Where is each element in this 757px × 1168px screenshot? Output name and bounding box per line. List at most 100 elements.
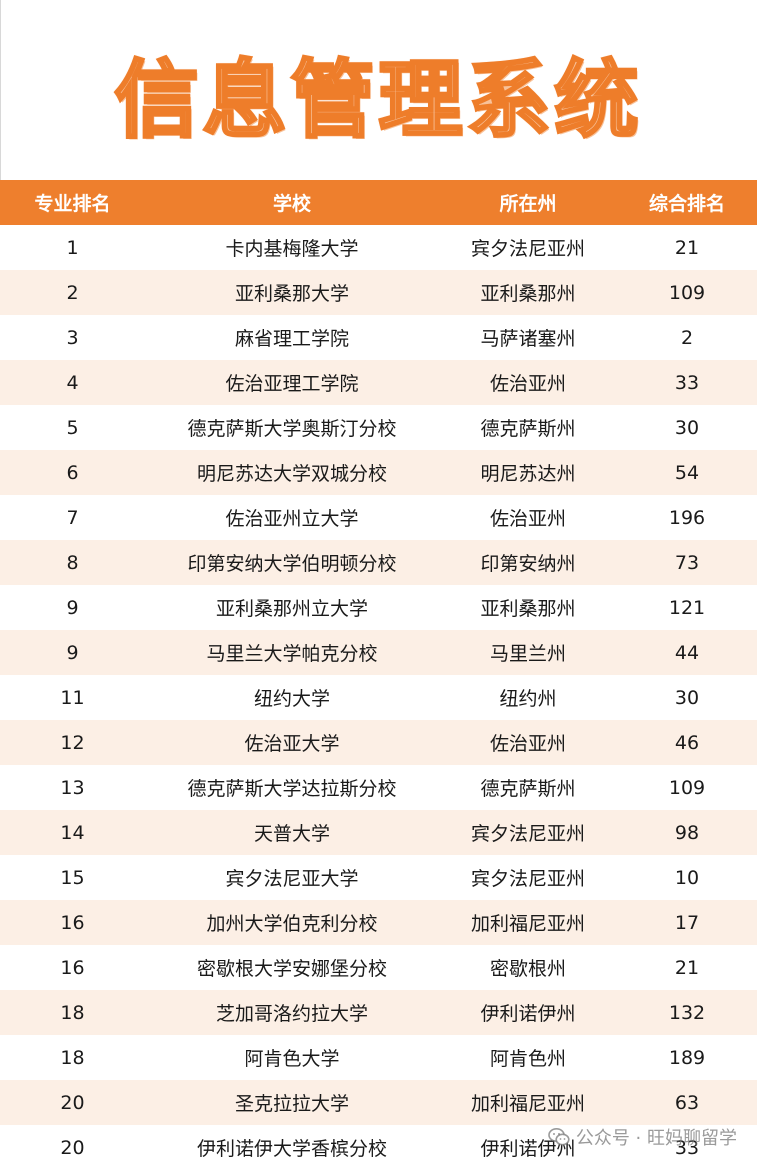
cell-major-rank: 11 <box>60 686 85 709</box>
table-header: 专业排名 学校 所在州 综合排名 <box>0 180 757 225</box>
page-title: 信息管理系统 <box>113 27 642 154</box>
cell-state: 佐治亚州 <box>489 733 566 755</box>
cell-overall-rank: 132 <box>668 1001 706 1024</box>
left-border-line <box>0 0 1 180</box>
cell-major-rank: 20 <box>60 1091 85 1114</box>
cell-overall-rank: 17 <box>674 911 700 934</box>
header-major-rank: 专业排名 <box>34 193 111 215</box>
cell-state: 亚利桑那州 <box>480 283 576 305</box>
cell-state: 密歇根州 <box>489 958 566 980</box>
cell-school: 德克萨斯大学达拉斯分校 <box>187 778 397 800</box>
cell-school: 明尼苏达大学双城分校 <box>196 463 387 485</box>
cell-school: 伊利诺伊大学香槟分校 <box>196 1138 387 1160</box>
cell-overall-rank: 10 <box>674 866 700 889</box>
table-row: 8 印第安纳大学伯明顿分校 印第安纳州 73 <box>0 540 757 585</box>
cell-state: 阿肯色州 <box>489 1048 566 1070</box>
table-row: 20 伊利诺伊大学香槟分校 伊利诺伊州 33 <box>0 1125 757 1168</box>
cell-major-rank: 9 <box>66 641 79 664</box>
cell-school: 佐治亚理工学院 <box>225 373 359 395</box>
cell-school: 德克萨斯大学奥斯汀分校 <box>187 418 397 440</box>
table-row: 20 圣克拉拉大学 加利福尼亚州 63 <box>0 1080 757 1125</box>
table-row: 18 阿肯色大学 阿肯色州 189 <box>0 1035 757 1080</box>
cell-major-rank: 18 <box>60 1001 85 1024</box>
cell-school: 天普大学 <box>253 823 330 845</box>
cell-state: 加利福尼亚州 <box>470 913 585 935</box>
cell-school: 密歇根大学安娜堡分校 <box>196 958 387 980</box>
cell-state: 宾夕法尼亚州 <box>470 868 585 890</box>
cell-state: 马萨诸塞州 <box>480 328 576 350</box>
cell-overall-rank: 30 <box>674 686 700 709</box>
cell-overall-rank: 54 <box>674 461 700 484</box>
header-overall-rank: 综合排名 <box>648 193 725 215</box>
cell-school: 印第安纳大学伯明顿分校 <box>187 553 397 575</box>
cell-state: 伊利诺伊州 <box>480 1138 576 1160</box>
cell-major-rank: 5 <box>66 416 79 439</box>
table-row: 3 麻省理工学院 马萨诸塞州 2 <box>0 315 757 360</box>
cell-state: 德克萨斯州 <box>480 778 576 800</box>
cell-overall-rank: 46 <box>674 731 700 754</box>
table-row: 15 宾夕法尼亚大学 宾夕法尼亚州 10 <box>0 855 757 900</box>
cell-state: 佐治亚州 <box>489 508 566 530</box>
table-row: 18 芝加哥洛约拉大学 伊利诺伊州 132 <box>0 990 757 1035</box>
cell-major-rank: 13 <box>60 776 85 799</box>
cell-major-rank: 7 <box>66 506 79 529</box>
cell-major-rank: 1 <box>66 236 79 259</box>
cell-overall-rank: 196 <box>668 506 706 529</box>
cell-school: 阿肯色大学 <box>244 1048 340 1070</box>
cell-state: 德克萨斯州 <box>480 418 576 440</box>
cell-overall-rank: 63 <box>674 1091 700 1114</box>
table-row: 13 德克萨斯大学达拉斯分校 德克萨斯州 109 <box>0 765 757 810</box>
cell-school: 芝加哥洛约拉大学 <box>215 1003 368 1025</box>
cell-major-rank: 9 <box>66 596 79 619</box>
cell-major-rank: 16 <box>60 911 85 934</box>
table-row: 12 佐治亚大学 佐治亚州 46 <box>0 720 757 765</box>
cell-major-rank: 18 <box>60 1046 85 1069</box>
cell-school: 加州大学伯克利分校 <box>206 913 378 935</box>
cell-state: 伊利诺伊州 <box>480 1003 576 1025</box>
cell-overall-rank: 98 <box>674 821 700 844</box>
cell-school: 马里兰大学帕克分校 <box>206 643 378 665</box>
cell-school: 纽约大学 <box>253 688 330 710</box>
cell-major-rank: 8 <box>66 551 79 574</box>
cell-state: 亚利桑那州 <box>480 598 576 620</box>
cell-school: 宾夕法尼亚大学 <box>225 868 359 890</box>
table-row: 5 德克萨斯大学奥斯汀分校 德克萨斯州 30 <box>0 405 757 450</box>
cell-school: 佐治亚州立大学 <box>225 508 359 530</box>
table-row: 1 卡内基梅隆大学 宾夕法尼亚州 21 <box>0 225 757 270</box>
cell-overall-rank: 109 <box>668 281 706 304</box>
ranking-table: 专业排名 学校 所在州 综合排名 1 卡内基梅隆大学 宾夕法尼亚州 21 2 亚利桑那大学… <box>0 180 757 1168</box>
cell-major-rank: 12 <box>60 731 85 754</box>
cell-major-rank: 14 <box>60 821 85 844</box>
header-state: 所在州 <box>499 193 557 215</box>
cell-overall-rank: 21 <box>674 236 700 259</box>
cell-school: 卡内基梅隆大学 <box>225 238 359 260</box>
cell-major-rank: 20 <box>60 1136 85 1159</box>
cell-state: 加利福尼亚州 <box>470 1093 585 1115</box>
cell-major-rank: 15 <box>60 866 85 889</box>
cell-state: 印第安纳州 <box>480 553 576 575</box>
cell-state: 佐治亚州 <box>489 373 566 395</box>
table-row: 4 佐治亚理工学院 佐治亚州 33 <box>0 360 757 405</box>
cell-overall-rank: 33 <box>674 1136 700 1159</box>
cell-overall-rank: 189 <box>668 1046 706 1069</box>
title-banner: 信息管理系统 <box>0 0 757 180</box>
table-row: 7 佐治亚州立大学 佐治亚州 196 <box>0 495 757 540</box>
cell-school: 亚利桑那州立大学 <box>215 598 368 620</box>
header-row: 专业排名 学校 所在州 综合排名 <box>0 180 757 225</box>
table-row: 9 马里兰大学帕克分校 马里兰州 44 <box>0 630 757 675</box>
cell-major-rank: 2 <box>66 281 79 304</box>
cell-overall-rank: 44 <box>674 641 700 664</box>
cell-major-rank: 16 <box>60 956 85 979</box>
table-body: 1 卡内基梅隆大学 宾夕法尼亚州 21 2 亚利桑那大学 亚利桑那州 109 3 麻省理工学院 马萨… <box>0 225 757 1168</box>
cell-major-rank: 6 <box>66 461 79 484</box>
cell-state: 马里兰州 <box>489 643 566 665</box>
cell-state: 纽约州 <box>499 688 557 710</box>
cell-overall-rank: 33 <box>674 371 700 394</box>
cell-state: 宾夕法尼亚州 <box>470 823 585 845</box>
table-row: 11 纽约大学 纽约州 30 <box>0 675 757 720</box>
table-row: 6 明尼苏达大学双城分校 明尼苏达州 54 <box>0 450 757 495</box>
table-row: 2 亚利桑那大学 亚利桑那州 109 <box>0 270 757 315</box>
cell-school: 佐治亚大学 <box>244 733 340 755</box>
cell-overall-rank: 21 <box>674 956 700 979</box>
